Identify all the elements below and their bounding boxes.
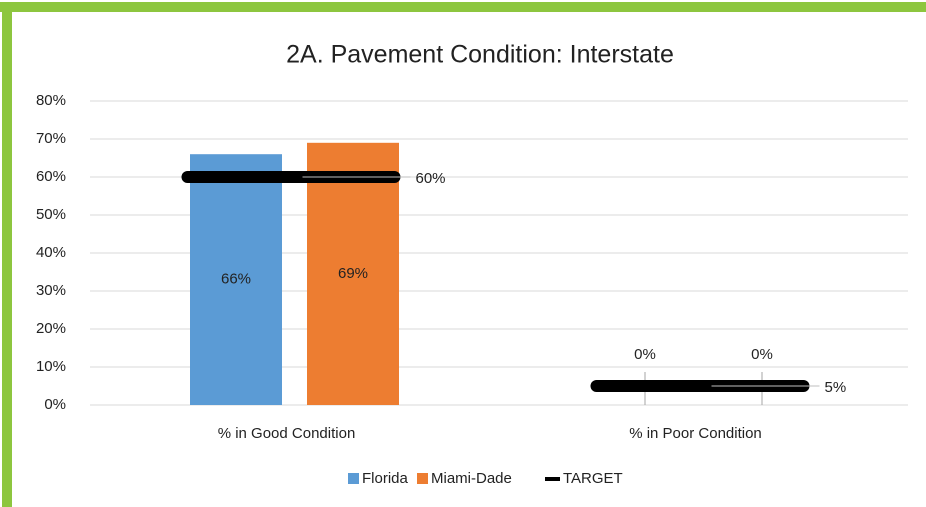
data-label: 69% — [338, 265, 368, 282]
data-label: 66% — [221, 271, 251, 288]
legend-swatch — [417, 473, 428, 484]
data-label: 0% — [634, 346, 656, 363]
frame-left — [2, 2, 12, 507]
chart-title: 2A. Pavement Condition: Interstate — [286, 41, 674, 69]
x-tick-label: % in Good Condition — [218, 425, 356, 442]
y-tick-label: 0% — [44, 396, 66, 413]
frame-top — [0, 2, 926, 12]
y-tick-label: 70% — [36, 130, 66, 147]
legend-label: Florida — [362, 470, 409, 487]
data-label: 5% — [825, 379, 847, 396]
y-tick-label: 40% — [36, 244, 66, 261]
bar — [190, 154, 282, 405]
bar — [307, 142, 399, 406]
legend-swatch — [348, 473, 359, 484]
y-tick-label: 50% — [36, 206, 66, 223]
y-tick-label: 30% — [36, 282, 66, 299]
x-tick-label: % in Poor Condition — [629, 425, 762, 442]
legend-label: TARGET — [563, 470, 623, 487]
legend-label: Miami-Dade — [431, 470, 512, 487]
y-tick-label: 10% — [36, 358, 66, 375]
data-label: 60% — [416, 170, 446, 187]
data-label: 0% — [751, 346, 773, 363]
y-tick-label: 60% — [36, 168, 66, 185]
y-tick-label: 80% — [36, 92, 66, 109]
y-tick-label: 20% — [36, 320, 66, 337]
